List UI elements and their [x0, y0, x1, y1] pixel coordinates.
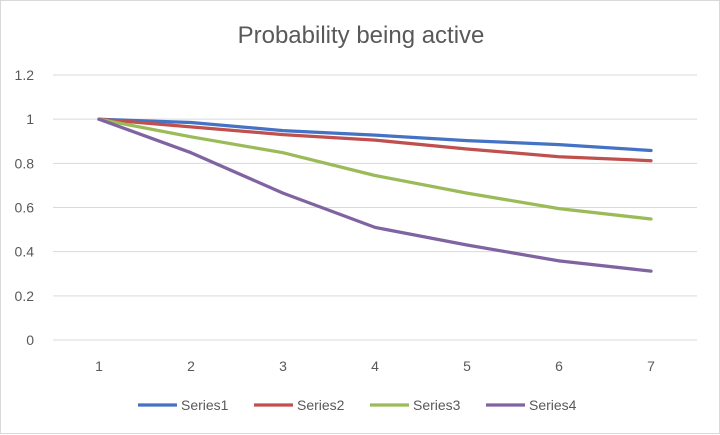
series-line-1	[97, 117, 653, 153]
chart-title: Probability being active	[238, 22, 485, 49]
legend-item-2: Series2	[254, 397, 345, 413]
legend-item-1: Series1	[138, 397, 229, 413]
legend-item-3: Series3	[370, 397, 461, 413]
legend: Series1 Series2 Series3 Series4	[138, 397, 577, 413]
legend-label: Series4	[529, 397, 577, 413]
legend-item-4: Series4	[486, 397, 577, 413]
series-line-3	[97, 117, 653, 221]
series-lines	[97, 117, 653, 273]
x-tick-label: 1	[95, 358, 103, 374]
x-tick-label: 2	[187, 358, 195, 374]
y-tick-label: 0.8	[15, 155, 35, 171]
x-axis-tick-labels: 1 2 3 4 5 6 7	[95, 358, 655, 374]
y-tick-label: 0	[26, 332, 34, 348]
y-tick-label: 0.2	[15, 288, 35, 304]
x-tick-label: 5	[463, 358, 471, 374]
y-tick-label: 1.2	[15, 67, 35, 83]
legend-label: Series3	[413, 397, 461, 413]
y-tick-label: 0.4	[15, 244, 35, 260]
y-tick-label: 1	[26, 111, 34, 127]
series-line-2	[97, 117, 653, 163]
y-tick-label: 0.6	[15, 200, 35, 216]
x-tick-label: 3	[279, 358, 287, 374]
gridlines	[53, 74, 697, 341]
legend-label: Series2	[297, 397, 345, 413]
legend-label: Series1	[181, 397, 229, 413]
y-axis-tick-labels: 0 0.2 0.4 0.6 0.8 1 1.2	[15, 67, 35, 348]
series-line-4	[97, 117, 653, 273]
x-tick-label: 6	[555, 358, 563, 374]
x-tick-label: 7	[647, 358, 655, 374]
x-tick-label: 4	[371, 358, 379, 374]
